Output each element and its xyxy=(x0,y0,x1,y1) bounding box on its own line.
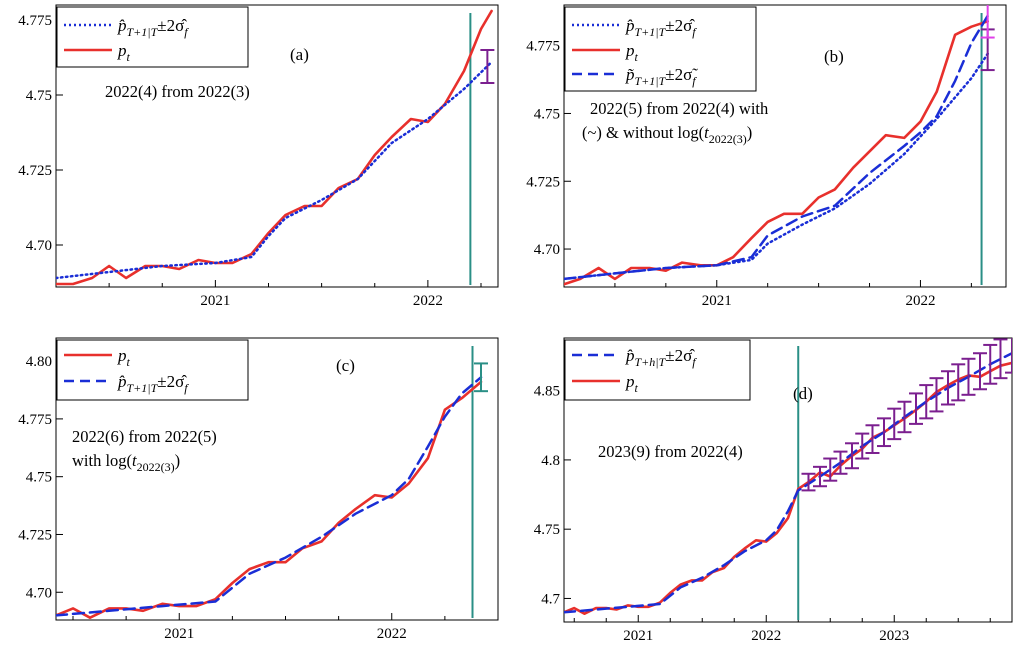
panel-d-error-bar-10 xyxy=(909,392,923,425)
panel-d-xtick-label-1: 2022 xyxy=(751,628,781,644)
panel-d-error-bar-17 xyxy=(983,343,998,385)
panel-d-error-bar-12 xyxy=(929,377,944,413)
panel-d-error-bar-5 xyxy=(855,432,870,460)
panel-c: 4.70 4.725 4.75 4.775 4.80 2021 2022 (c) 2022(… xyxy=(18,337,499,642)
panel-c-label: (c) xyxy=(336,356,355,375)
panel-d-plot-area xyxy=(564,338,1012,620)
panel-b-annotation-line-2: (~) & without log(t2022(3)) xyxy=(582,123,752,146)
panel-d-error-bar-11 xyxy=(919,384,934,420)
panel-c-ytick-label-3: 4.775 xyxy=(18,412,52,428)
panel-d-error-bar-1 xyxy=(813,465,827,488)
panel-d-error-bar-9 xyxy=(897,400,912,434)
panel-a-ytick-label-2: 4.75 xyxy=(26,88,52,104)
panel-b-ticks: 4.70 4.725 4.75 4.775 2021 2022 xyxy=(526,39,972,309)
panel-a-ytick-label-1: 4.725 xyxy=(18,163,52,179)
panel-d-error-bar-0 xyxy=(801,472,816,492)
panel-d-label: (d) xyxy=(793,384,813,403)
panel-d-ytick-label-2: 4.8 xyxy=(541,453,560,469)
panel-d-error-bar-2 xyxy=(823,457,838,482)
panel-c-annotation-line-2: with log(t2022(3)) xyxy=(72,451,180,474)
panel-a-error-bar-0 xyxy=(480,49,495,84)
panel-c-series-fitted_dashed xyxy=(56,376,483,617)
panel-b-label: (b) xyxy=(824,47,844,66)
panel-b-xtick-label-0: 2021 xyxy=(702,293,732,309)
panel-c-ytick-label-0: 4.70 xyxy=(26,585,52,601)
panel-d-xtick-label-0: 2021 xyxy=(623,628,653,644)
panel-a-frame xyxy=(55,4,499,288)
panel-a: 4.70 4.725 4.75 4.775 2021 2022 (a) 2022(4) f… xyxy=(18,4,499,309)
panel-d-error-bar-3 xyxy=(833,450,848,475)
panel-c-frame xyxy=(55,337,499,621)
panel-d-annotation-line-1: 2023(9) from 2022(4) xyxy=(598,442,743,461)
panel-c-ytick-label-2: 4.75 xyxy=(26,470,52,486)
panel-c-plot-area xyxy=(56,346,488,620)
panel-c-xtick-label-0: 2021 xyxy=(164,626,194,642)
panel-d-error-bar-8 xyxy=(887,407,902,441)
panel-b-series-actual xyxy=(564,19,990,286)
panel-c-error-bar-0 xyxy=(474,362,488,393)
panel-c-xtick-label-1: 2022 xyxy=(377,626,407,642)
panel-b-xtick-label-1: 2022 xyxy=(905,293,935,309)
panel-a-legend-box xyxy=(56,6,249,68)
panel-d-error-bar-16 xyxy=(973,352,987,391)
panel-c-ytick-label-1: 4.725 xyxy=(18,527,52,543)
panel-b-annotation-line-1: 2022(5) from 2022(4) with xyxy=(590,99,769,118)
panel-d-error-bar-6 xyxy=(865,424,880,454)
panel-b-ytick-label-0: 4.70 xyxy=(534,242,560,258)
panel-d-error-bar-4 xyxy=(845,442,859,470)
panel-d-error-bar-13 xyxy=(941,370,955,406)
panel-a-ticks: 4.70 4.725 4.75 4.775 2021 2022 xyxy=(18,13,482,309)
panel-c-ticks: 4.70 4.725 4.75 4.775 4.80 2021 2022 xyxy=(18,354,446,642)
panel-b-legend: p̂T+1|T±2σ̂f pt p̃T+1|T±2σ̃f xyxy=(564,6,757,92)
panel-b-ytick-label-3: 4.775 xyxy=(526,39,560,55)
panel-d-ytick-label-0: 4.7 xyxy=(541,591,560,607)
panel-c-legend-box xyxy=(56,339,249,401)
panel-d-ticks: 4.7 4.75 4.8 4.85 2021 2022 2023 xyxy=(534,384,991,644)
panel-a-plot-area xyxy=(56,9,495,286)
panel-a-legend: p̂T+1|T±2σ̂f pt xyxy=(56,6,249,68)
panel-d-ytick-label-3: 4.85 xyxy=(534,384,560,400)
panel-b-ytick-label-2: 4.75 xyxy=(534,106,560,122)
panel-d-error-bar-15 xyxy=(961,357,976,396)
panel-b-error-bar-1 xyxy=(980,5,995,39)
panel-b-ytick-label-1: 4.725 xyxy=(526,174,560,190)
panel-a-xtick-label-1: 2022 xyxy=(413,293,443,309)
panel-a-xtick-label-0: 2021 xyxy=(200,293,230,309)
panel-c-ytick-label-4: 4.80 xyxy=(26,354,52,370)
panel-a-series-fitted_dotted xyxy=(56,60,493,280)
panel-c-legend: pt p̂T+1|T±2σ̂f xyxy=(56,339,249,401)
panel-d-xtick-label-2: 2023 xyxy=(879,628,909,644)
panel-d-ytick-label-1: 4.75 xyxy=(534,522,560,538)
panel-a-ytick-label-3: 4.775 xyxy=(18,13,52,29)
panel-d-error-bar-7 xyxy=(877,417,891,448)
panel-d-error-bar-14 xyxy=(951,363,966,402)
panel-d-error-bar-18 xyxy=(993,338,1008,380)
panel-d-frame xyxy=(563,337,1013,623)
panel-b-frame xyxy=(563,4,1007,288)
panel-c-series-actual xyxy=(56,380,483,620)
panel-d-legend-box xyxy=(564,339,751,401)
panel-b-plot-area xyxy=(564,5,995,286)
panel-b: 4.70 4.725 4.75 4.775 2021 2022 (b) 2022(5) f… xyxy=(526,4,1007,309)
panel-a-label: (a) xyxy=(290,45,309,64)
panel-d: 4.7 4.75 4.8 4.85 2021 2022 2023 (d) 2023(9) f… xyxy=(534,337,1013,644)
panel-c-annotation-line-1: 2022(6) from 2022(5) xyxy=(72,427,217,446)
panel-a-ytick-label-0: 4.70 xyxy=(26,238,52,254)
panel-b-series-fitted_dashed xyxy=(564,14,989,281)
panel-d-error-bar-19 xyxy=(1005,338,1012,374)
panel-d-series-actual xyxy=(564,361,1012,616)
panel-a-annotation-line-1: 2022(4) from 2022(3) xyxy=(105,82,250,101)
panel-d-legend: p̂T+h|T±2σ̂f pt xyxy=(564,339,751,401)
